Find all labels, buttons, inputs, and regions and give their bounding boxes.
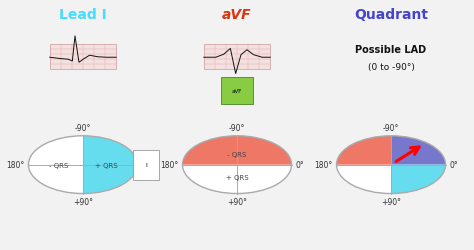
Text: Quadrant: Quadrant <box>354 8 428 22</box>
Text: I: I <box>145 162 147 168</box>
Text: (0 to -90°): (0 to -90°) <box>368 62 414 72</box>
Text: 0°: 0° <box>142 160 150 170</box>
Text: aVF: aVF <box>222 8 252 22</box>
Text: - QRS: - QRS <box>228 151 246 157</box>
Text: 180°: 180° <box>314 160 332 170</box>
Text: +90°: +90° <box>73 198 93 206</box>
Wedge shape <box>391 165 446 194</box>
Bar <box>50 45 116 70</box>
Text: -90°: -90° <box>383 124 399 132</box>
Circle shape <box>337 136 446 194</box>
Wedge shape <box>337 136 391 165</box>
Text: Lead I: Lead I <box>59 8 107 22</box>
Text: 0°: 0° <box>296 160 304 170</box>
Wedge shape <box>182 136 292 165</box>
Text: -90°: -90° <box>75 124 91 132</box>
Text: + QRS: + QRS <box>94 162 117 168</box>
Text: - QRS: - QRS <box>49 162 68 168</box>
Text: 180°: 180° <box>160 160 178 170</box>
Text: 180°: 180° <box>6 160 24 170</box>
Circle shape <box>28 136 137 194</box>
Wedge shape <box>83 136 137 194</box>
Text: Possible LAD: Possible LAD <box>356 45 427 55</box>
Text: +90°: +90° <box>227 198 247 206</box>
Text: + QRS: + QRS <box>226 174 248 180</box>
Text: aVF: aVF <box>232 89 242 94</box>
Text: +90°: +90° <box>381 198 401 206</box>
Circle shape <box>182 136 292 194</box>
Wedge shape <box>391 136 446 165</box>
Text: -90°: -90° <box>229 124 245 132</box>
Text: 0°: 0° <box>450 160 458 170</box>
Bar <box>204 45 270 70</box>
